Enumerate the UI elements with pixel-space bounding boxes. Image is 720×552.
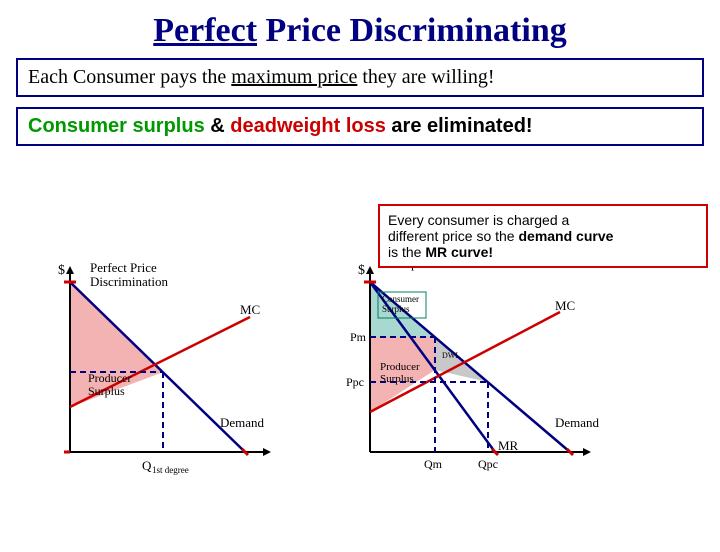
callout-box-1: Each Consumer pays the maximum price the… [16, 58, 704, 97]
box2-consumer-surplus: Consumer surplus [28, 115, 205, 137]
box3-line2a: different price so the [388, 228, 518, 244]
right-chart: $ Monopolies Consumer Surplus Pm Ppc Pro… [346, 256, 600, 471]
economics-charts-svg: $ Perfect Price Discrimination MC Produc… [20, 252, 700, 512]
svg-text:Surplus: Surplus [382, 304, 410, 314]
charts-container: $ Perfect Price Discrimination MC Produc… [20, 252, 700, 532]
left-chart: $ Perfect Price Discrimination MC Produc… [58, 260, 271, 475]
demand-label: Demand [220, 415, 265, 430]
box1-post: they are willing! [357, 66, 494, 88]
box3-line2b: demand curve [518, 228, 613, 244]
left-title-2: Discrimination [90, 274, 168, 289]
svg-text:Producer: Producer [380, 361, 420, 373]
box2-post: are eliminated! [386, 115, 533, 137]
svg-text:Consumer: Consumer [382, 294, 419, 304]
box3-line3a: is the [388, 244, 425, 260]
slide-title: Perfect Price Discriminating [0, 12, 720, 50]
title-rest: Price Discriminating [257, 12, 567, 49]
mc-label-r: MC [555, 298, 575, 313]
q-sub: 1st degree [152, 465, 189, 475]
left-title-1: Perfect Price [90, 260, 157, 275]
ps-label-2: Surplus [88, 384, 125, 398]
mr-label: MR [498, 438, 519, 453]
box3-line1: Every consumer is charged a [388, 212, 569, 228]
ppc-label: Ppc [346, 375, 364, 389]
ps-label-1: Producer [88, 371, 131, 385]
box3-line3b: MR curve! [425, 244, 493, 260]
y-label-r: $ [358, 263, 365, 278]
box1-underlined: maximum price [231, 66, 357, 88]
callout-box-2: Consumer surplus & deadweight loss are e… [16, 107, 704, 146]
q-label: Q [142, 458, 152, 473]
svg-text:Surplus: Surplus [380, 373, 414, 385]
box2-amp: & [205, 115, 231, 137]
title-underlined: Perfect [153, 12, 257, 49]
demand-label-r: Demand [555, 415, 600, 430]
mc-label: MC [240, 302, 260, 317]
box1-pre: Each Consumer pays the [28, 66, 231, 88]
qm-label: Qm [424, 457, 443, 471]
box2-dwl: deadweight loss [230, 115, 386, 137]
y-label: $ [58, 263, 65, 278]
svg-text:DWL: DWL [442, 351, 460, 360]
callout-box-3: Every consumer is charged a different pr… [378, 204, 708, 268]
qpc-label: Qpc [478, 457, 498, 471]
pm-label: Pm [350, 330, 367, 344]
